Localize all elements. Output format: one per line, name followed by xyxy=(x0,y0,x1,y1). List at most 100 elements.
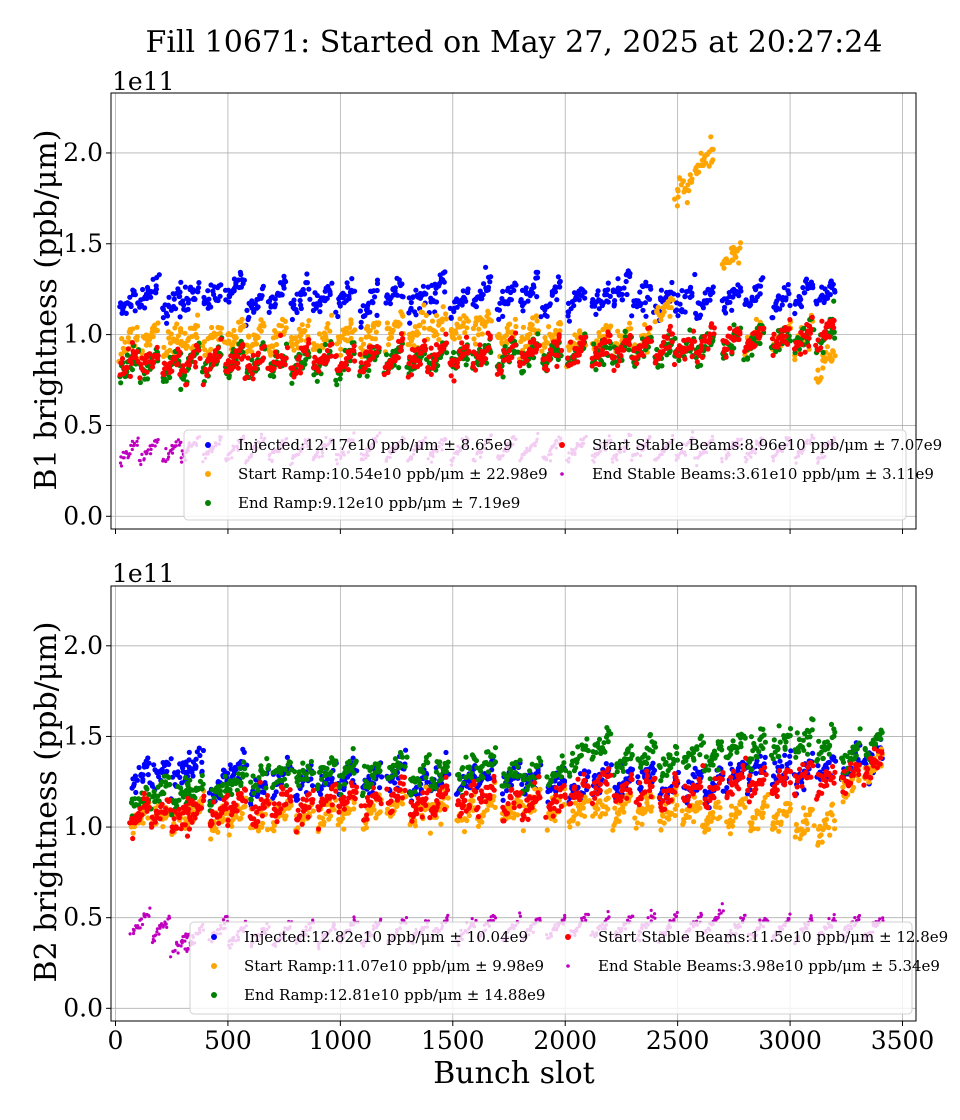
data-point xyxy=(407,320,413,326)
data-point xyxy=(717,805,723,811)
data-point xyxy=(307,296,313,302)
data-point xyxy=(596,361,602,368)
data-point xyxy=(176,351,183,357)
data-point xyxy=(512,316,519,322)
data-point xyxy=(167,347,173,353)
data-point xyxy=(457,316,463,322)
data-point xyxy=(555,274,562,280)
data-point xyxy=(642,322,648,328)
data-point xyxy=(787,753,793,759)
data-point xyxy=(674,307,680,313)
data-point xyxy=(647,325,653,331)
data-point xyxy=(703,160,709,166)
data-point xyxy=(249,298,255,304)
data-point xyxy=(436,337,442,343)
data-point xyxy=(574,345,580,352)
data-point xyxy=(434,331,440,338)
data-point xyxy=(334,382,340,388)
data-point xyxy=(736,336,742,343)
data-point xyxy=(338,346,344,352)
data-point xyxy=(737,329,743,335)
data-point xyxy=(297,370,304,376)
data-point xyxy=(724,785,730,791)
y-tick-label: 2.0 xyxy=(63,631,103,660)
data-point xyxy=(659,363,665,369)
data-point xyxy=(595,806,601,812)
data-point xyxy=(797,351,804,357)
data-point xyxy=(611,367,617,373)
data-point xyxy=(383,300,389,306)
data-point xyxy=(325,321,331,327)
data-point xyxy=(249,371,255,377)
data-point xyxy=(367,328,373,334)
data-point xyxy=(535,331,541,337)
data-point xyxy=(536,342,543,349)
data-point xyxy=(595,288,601,294)
data-point xyxy=(634,360,640,367)
data-point xyxy=(202,347,208,353)
data-point xyxy=(475,823,482,829)
data-point xyxy=(568,339,574,345)
data-point xyxy=(167,374,173,381)
data-point xyxy=(193,342,199,348)
data-point xyxy=(782,752,788,758)
data-point xyxy=(132,441,136,445)
data-point xyxy=(180,449,184,453)
y-tick-label: 1.0 xyxy=(63,812,103,841)
y-multiplier-b1: 1e11 xyxy=(112,67,175,96)
data-point xyxy=(565,300,572,306)
data-point xyxy=(306,318,312,324)
chart-title: Fill 10671: Started on May 27, 2025 at 2… xyxy=(146,25,883,60)
data-point xyxy=(351,348,357,354)
data-point xyxy=(134,324,140,330)
data-point xyxy=(506,348,512,354)
data-point xyxy=(505,358,512,364)
data-point xyxy=(298,337,304,343)
data-point xyxy=(660,339,667,345)
data-point xyxy=(803,276,810,282)
data-point xyxy=(190,773,196,779)
data-point xyxy=(596,306,602,312)
data-point xyxy=(755,826,761,832)
data-point xyxy=(345,367,351,373)
data-point xyxy=(831,298,837,304)
data-point xyxy=(806,343,812,349)
data-point xyxy=(226,375,232,381)
data-point xyxy=(241,323,247,329)
data-point xyxy=(170,451,175,455)
data-point xyxy=(502,350,508,356)
data-point xyxy=(246,362,253,369)
data-point xyxy=(168,756,174,762)
data-point xyxy=(757,283,764,289)
data-point xyxy=(597,333,603,340)
data-point xyxy=(134,348,140,355)
data-point xyxy=(348,317,354,323)
data-point xyxy=(363,825,369,831)
data-point xyxy=(723,310,729,316)
data-point xyxy=(594,292,600,298)
data-point xyxy=(593,367,599,373)
data-point xyxy=(456,335,462,341)
data-point xyxy=(820,349,826,356)
data-point xyxy=(415,346,421,352)
data-point xyxy=(289,316,295,323)
data-point xyxy=(571,303,577,309)
data-point xyxy=(146,760,152,766)
data-point xyxy=(649,804,655,810)
data-point xyxy=(715,799,721,805)
data-point xyxy=(710,289,716,296)
data-point xyxy=(241,353,247,359)
data-point xyxy=(155,353,161,359)
data-point xyxy=(298,364,304,370)
data-point xyxy=(197,355,203,361)
data-point xyxy=(348,335,354,341)
data-point xyxy=(815,337,821,343)
data-point xyxy=(421,338,428,344)
data-point xyxy=(196,280,202,286)
data-point xyxy=(164,320,170,326)
data-point xyxy=(727,761,734,767)
data-point xyxy=(182,284,188,290)
data-point xyxy=(728,812,734,818)
y-tick-label: 0.5 xyxy=(63,410,103,439)
data-point xyxy=(317,302,323,308)
